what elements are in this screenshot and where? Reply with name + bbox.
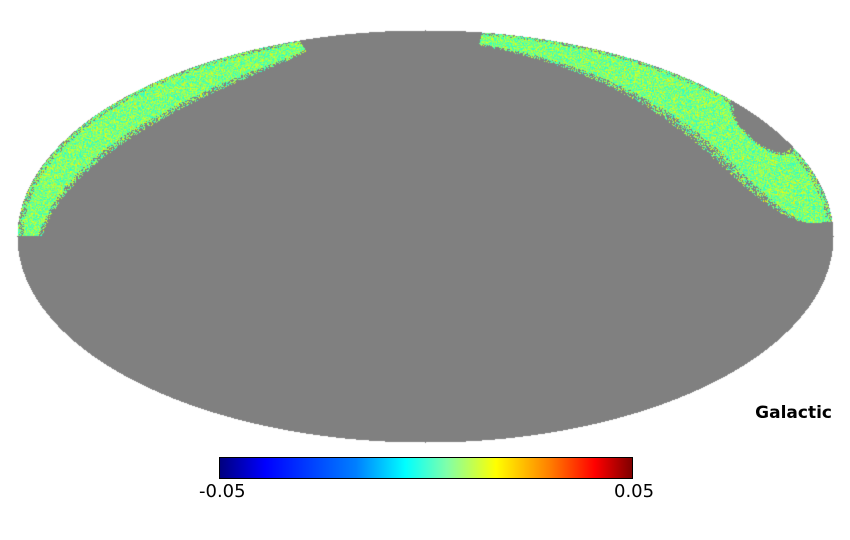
colorbar-min-label: -0.05 — [199, 481, 246, 502]
colorbar — [219, 457, 633, 479]
coordinate-frame-label: Galactic — [755, 403, 832, 423]
colorbar-gradient — [219, 457, 633, 479]
colorbar-max-label: 0.05 — [614, 481, 655, 502]
